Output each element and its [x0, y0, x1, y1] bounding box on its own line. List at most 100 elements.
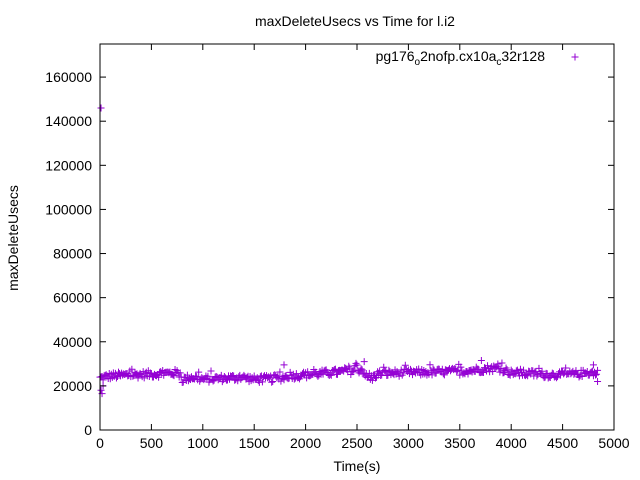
data-point — [269, 378, 277, 386]
data-point — [516, 365, 524, 373]
data-point — [266, 374, 274, 382]
data-point — [258, 378, 266, 386]
y-tick-label: 20000 — [53, 378, 92, 394]
chart-title: maxDeleteUsecs vs Time for l.i2 — [255, 13, 455, 29]
y-tick-label: 0 — [84, 422, 92, 438]
data-point — [349, 368, 357, 376]
data-point — [515, 372, 523, 380]
data-point — [176, 369, 184, 377]
data-point — [97, 104, 105, 112]
x-tick-label: 2000 — [290, 435, 321, 451]
data-point — [326, 370, 334, 378]
data-point — [292, 370, 300, 378]
data-point — [548, 369, 556, 377]
x-axis: 0 500 1000 1500 2000 2500 3000 3500 4000 4500 5000 — [96, 44, 630, 451]
data-point — [457, 363, 465, 371]
data-point — [514, 369, 522, 377]
data-point — [497, 365, 505, 373]
data-point — [155, 373, 163, 381]
data-point — [327, 371, 335, 379]
data-point — [456, 371, 464, 379]
data-point — [200, 376, 208, 384]
data-point — [193, 373, 201, 381]
data-point — [498, 359, 506, 367]
data-points — [96, 104, 602, 398]
x-tick-label: 3000 — [393, 435, 424, 451]
y-tick-label: 40000 — [53, 334, 92, 350]
legend-label-sub1: o — [415, 57, 421, 68]
data-point — [207, 367, 215, 375]
data-point — [350, 366, 358, 374]
data-point — [507, 366, 515, 374]
x-axis-label: Time(s) — [334, 458, 381, 474]
x-tick-label: 5000 — [598, 435, 629, 451]
data-point — [352, 359, 360, 367]
data-point — [304, 368, 312, 376]
data-point — [496, 368, 504, 376]
data-point — [134, 374, 142, 382]
data-point — [254, 377, 262, 385]
data-point — [464, 370, 472, 378]
data-point — [513, 366, 521, 374]
data-point — [346, 364, 354, 372]
y-tick-label: 120000 — [45, 157, 92, 173]
legend: pg176o2nofp.cx10ac32r128 — [376, 48, 579, 68]
legend-label-mid: 2nofp.cx10a — [420, 48, 496, 64]
data-point — [112, 374, 120, 382]
y-tick-label: 160000 — [45, 69, 92, 85]
data-point — [552, 374, 560, 382]
data-point — [553, 373, 561, 381]
data-point — [439, 370, 447, 378]
data-point — [128, 365, 136, 373]
data-point — [220, 373, 228, 381]
data-point — [277, 377, 285, 385]
data-point — [562, 364, 570, 372]
data-point — [593, 370, 601, 378]
x-tick-label: 1000 — [187, 435, 218, 451]
legend-label-tail: 32r128 — [501, 48, 545, 64]
data-point — [373, 373, 381, 381]
data-point — [99, 376, 107, 384]
data-point — [209, 377, 217, 385]
data-point — [426, 361, 434, 369]
data-point — [454, 366, 462, 374]
data-point — [557, 371, 565, 379]
legend-label-main: pg176 — [376, 48, 415, 64]
data-point — [594, 377, 602, 385]
y-tick-label: 140000 — [45, 113, 92, 129]
data-point — [440, 371, 448, 379]
y-tick-label: 60000 — [53, 290, 92, 306]
data-point — [594, 366, 602, 374]
data-point — [389, 369, 397, 377]
data-point — [591, 371, 599, 379]
data-point — [395, 372, 403, 380]
data-point — [399, 369, 407, 377]
data-point — [195, 368, 203, 376]
x-tick-label: 3500 — [444, 435, 475, 451]
x-tick-label: 0 — [96, 435, 104, 451]
legend-label-sub2: c — [496, 57, 501, 68]
data-point — [477, 357, 485, 365]
data-point — [234, 377, 242, 385]
data-point — [494, 360, 502, 368]
x-tick-label: 500 — [140, 435, 164, 451]
data-point — [97, 386, 105, 394]
data-point — [506, 371, 514, 379]
x-tick-label: 4000 — [496, 435, 527, 451]
data-point — [146, 369, 154, 377]
data-point — [345, 362, 353, 370]
data-point — [502, 364, 510, 372]
data-point — [183, 371, 191, 379]
data-point — [479, 368, 487, 376]
legend-label: pg176o2nofp.cx10ac32r128 — [376, 48, 546, 68]
data-point — [511, 370, 519, 378]
data-point — [357, 365, 365, 373]
data-point — [330, 366, 338, 374]
data-point — [217, 371, 225, 379]
data-point — [393, 368, 401, 376]
data-point — [331, 365, 339, 373]
x-tick-label: 2500 — [341, 435, 372, 451]
data-point — [384, 371, 392, 379]
data-point — [289, 370, 297, 378]
legend-marker-glyph — [571, 53, 579, 61]
